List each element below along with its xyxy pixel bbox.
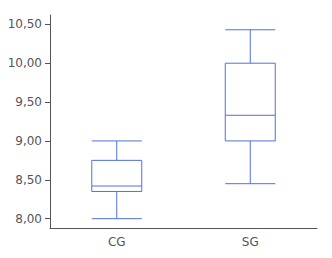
svg-text:9,00: 9,00: [15, 134, 42, 148]
svg-text:10,50: 10,50: [8, 17, 42, 31]
svg-text:CG: CG: [108, 235, 126, 249]
svg-text:8,50: 8,50: [15, 173, 42, 187]
svg-text:SG: SG: [242, 235, 259, 249]
svg-text:8,00: 8,00: [15, 212, 42, 226]
svg-text:9,50: 9,50: [15, 95, 42, 109]
svg-text:10,00: 10,00: [8, 56, 42, 70]
